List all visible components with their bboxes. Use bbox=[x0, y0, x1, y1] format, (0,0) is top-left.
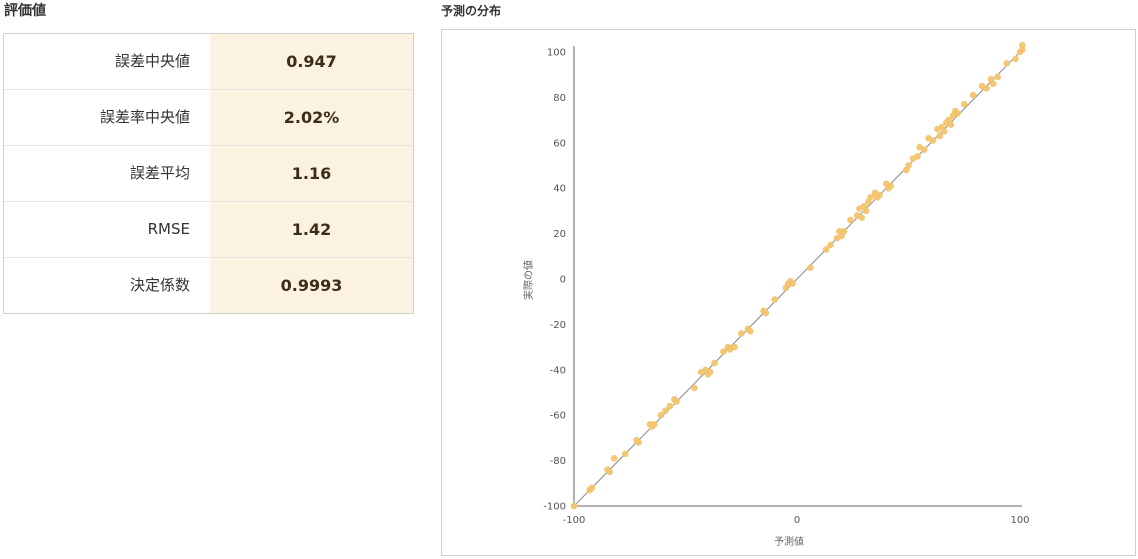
data-point bbox=[731, 343, 738, 351]
metric-label: 誤差平均 bbox=[4, 146, 210, 201]
data-point bbox=[947, 121, 955, 128]
metric-row-median-error: 誤差中央値 0.947 bbox=[4, 34, 413, 90]
data-point bbox=[657, 411, 665, 419]
y-tick-label: 60 bbox=[553, 138, 566, 149]
metric-label: 誤差中央値 bbox=[4, 34, 210, 89]
data-point bbox=[887, 182, 894, 190]
data-point bbox=[666, 402, 674, 410]
axes: 100 80 60 40 20 0 -20 -40 -60 -80 -100 -100 0 100 bbox=[543, 46, 1030, 526]
metric-label: 誤差率中央値 bbox=[4, 90, 210, 145]
data-point bbox=[960, 100, 968, 108]
x-tick-label: 0 bbox=[794, 515, 800, 526]
y-tick-label: 20 bbox=[553, 229, 566, 240]
data-point bbox=[762, 309, 770, 317]
x-tick-label: -100 bbox=[563, 515, 586, 526]
data-point bbox=[876, 191, 883, 199]
data-point bbox=[635, 439, 642, 446]
data-point bbox=[650, 420, 658, 428]
chart-container: 100 80 60 40 20 0 -20 -40 -60 -80 -100 -100 0 100 予測値… bbox=[441, 29, 1136, 556]
data-point bbox=[711, 359, 718, 367]
data-point bbox=[1018, 41, 1026, 49]
data-point bbox=[929, 137, 937, 144]
data-point bbox=[1012, 55, 1019, 63]
y-tick-label: -100 bbox=[543, 502, 566, 513]
scatter-plot: 100 80 60 40 20 0 -20 -40 -60 -80 -100 -100 0 100 予測値… bbox=[522, 41, 1030, 548]
metric-value: 2.02% bbox=[210, 90, 413, 145]
data-point bbox=[691, 384, 698, 392]
y-tick-label: -20 bbox=[550, 320, 566, 331]
data-point bbox=[746, 327, 754, 335]
data-point bbox=[673, 398, 680, 405]
data-point bbox=[905, 162, 912, 169]
metric-row-median-error-rate: 誤差率中央値 2.02% bbox=[4, 90, 413, 146]
metric-value: 0.9993 bbox=[210, 258, 413, 313]
data-point bbox=[1003, 60, 1010, 67]
data-point bbox=[994, 73, 1001, 81]
data-point bbox=[570, 502, 578, 510]
y-tick-label: -40 bbox=[550, 365, 566, 376]
metric-value: 1.42 bbox=[210, 202, 413, 257]
data-point bbox=[847, 216, 854, 224]
metrics-table: 誤差中央値 0.947 誤差率中央値 2.02% 誤差平均 1.16 RMSE … bbox=[3, 33, 414, 314]
y-tick-label: 80 bbox=[553, 93, 566, 104]
data-point bbox=[789, 280, 796, 287]
data-point bbox=[983, 85, 990, 92]
y-tick-label: -80 bbox=[550, 456, 566, 467]
y-tick-label: 0 bbox=[560, 275, 566, 286]
y-tick-label: -60 bbox=[550, 411, 566, 422]
metric-row-r-squared: 決定係数 0.9993 bbox=[4, 258, 413, 313]
reference-line bbox=[573, 51, 1021, 507]
data-point bbox=[807, 264, 814, 271]
data-point bbox=[840, 228, 848, 235]
data-point bbox=[822, 246, 830, 253]
metric-row-mean-error: 誤差平均 1.16 bbox=[4, 146, 413, 202]
data-point bbox=[662, 407, 669, 414]
chart-title: 予測の分布 bbox=[441, 4, 502, 18]
data-point bbox=[867, 193, 874, 201]
data-point bbox=[771, 296, 778, 303]
data-point bbox=[858, 214, 865, 222]
metric-row-rmse: RMSE 1.42 bbox=[4, 202, 413, 258]
y-tick-label: 100 bbox=[547, 48, 566, 59]
data-point bbox=[914, 153, 921, 160]
data-point bbox=[827, 241, 834, 249]
data-point bbox=[969, 91, 977, 99]
y-axis-label: 実際の値 bbox=[522, 260, 535, 300]
data-points bbox=[570, 41, 1026, 510]
data-point bbox=[989, 80, 997, 88]
data-point bbox=[936, 132, 944, 140]
metric-value: 0.947 bbox=[210, 34, 413, 89]
chart-panel: 予測の分布 100 80 60 40 20 0 -20 -40 -60 -80 -100 -100 0 1… bbox=[441, 0, 1136, 556]
data-point bbox=[920, 146, 928, 153]
x-axis-label: 予測値 bbox=[774, 535, 804, 548]
data-point bbox=[588, 484, 596, 492]
metrics-title: 評価値 bbox=[4, 3, 46, 19]
data-point bbox=[720, 348, 727, 355]
reference-line-layer bbox=[573, 51, 1021, 507]
metric-label: RMSE bbox=[4, 202, 210, 257]
data-point bbox=[706, 368, 714, 376]
data-point bbox=[954, 109, 961, 117]
y-tick-label: 40 bbox=[553, 184, 566, 195]
data-point bbox=[621, 450, 629, 458]
x-tick-label: 100 bbox=[1010, 515, 1029, 526]
metric-value: 1.16 bbox=[210, 146, 413, 201]
data-point bbox=[862, 207, 870, 215]
metric-label: 決定係数 bbox=[4, 258, 210, 313]
metrics-panel: 評価値 誤差中央値 0.947 誤差率中央値 2.02% 誤差平均 1.16 R… bbox=[0, 0, 416, 314]
data-point bbox=[940, 128, 948, 135]
data-point bbox=[737, 330, 745, 337]
data-point bbox=[610, 455, 618, 462]
data-point bbox=[1018, 46, 1026, 54]
data-point bbox=[606, 468, 613, 476]
